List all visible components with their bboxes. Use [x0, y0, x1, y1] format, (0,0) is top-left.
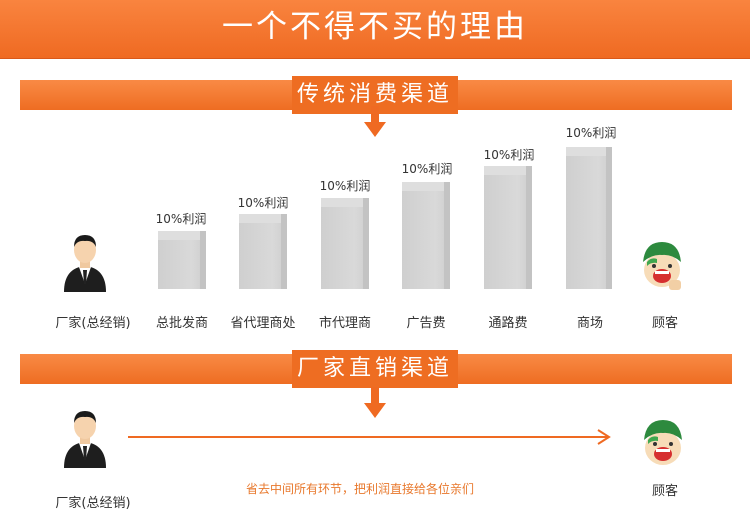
top-banner	[0, 0, 750, 59]
stage-label-5: 通路费	[488, 316, 528, 331]
direct-manufacturer-label: 厂家(总经销)	[55, 496, 131, 511]
stage-label-6: 商场	[576, 316, 603, 331]
stage-column-6	[566, 147, 612, 289]
stage-profit-1: 10%利润	[155, 212, 207, 226]
page-title: 一个不得不买的理由	[222, 9, 528, 45]
stage-label-2: 省代理商处	[230, 316, 296, 331]
stage-label-3: 市代理商	[318, 316, 371, 331]
traditional-customer-label: 顾客	[651, 316, 678, 331]
stage-column-1	[158, 231, 206, 289]
stage-label-1: 总批发商	[155, 316, 208, 331]
stage-profit-6: 10%利润	[565, 126, 617, 140]
traditional-manufacturer-label: 厂家(总经销)	[55, 316, 131, 331]
stage-column-4	[402, 182, 450, 289]
stage-column-5	[484, 166, 532, 289]
businessman-icon	[64, 235, 106, 292]
customer-icon	[643, 242, 681, 290]
stage-column-2	[239, 214, 287, 289]
businessman-icon	[64, 411, 106, 468]
direct-section-title: 厂家直销渠道	[296, 356, 453, 381]
down-arrow-icon	[364, 387, 386, 418]
stage-column-3	[321, 198, 369, 289]
direct-title-box	[292, 350, 458, 388]
direct-customer-label: 顾客	[651, 484, 678, 499]
down-arrow-icon	[364, 106, 386, 137]
stage-profit-2: 10%利润	[237, 196, 289, 210]
customer-icon	[644, 420, 682, 465]
direct-note: 省去中间所有环节，把利润直接给各位亲们	[246, 482, 475, 496]
traditional-section-title: 传统消费渠道	[296, 82, 453, 107]
stage-profit-5: 10%利润	[483, 148, 535, 162]
right-arrow-icon	[128, 429, 611, 445]
stage-label-4: 广告费	[406, 316, 446, 331]
stage-profit-3: 10%利润	[319, 179, 371, 193]
stage-profit-4: 10%利润	[401, 162, 453, 176]
